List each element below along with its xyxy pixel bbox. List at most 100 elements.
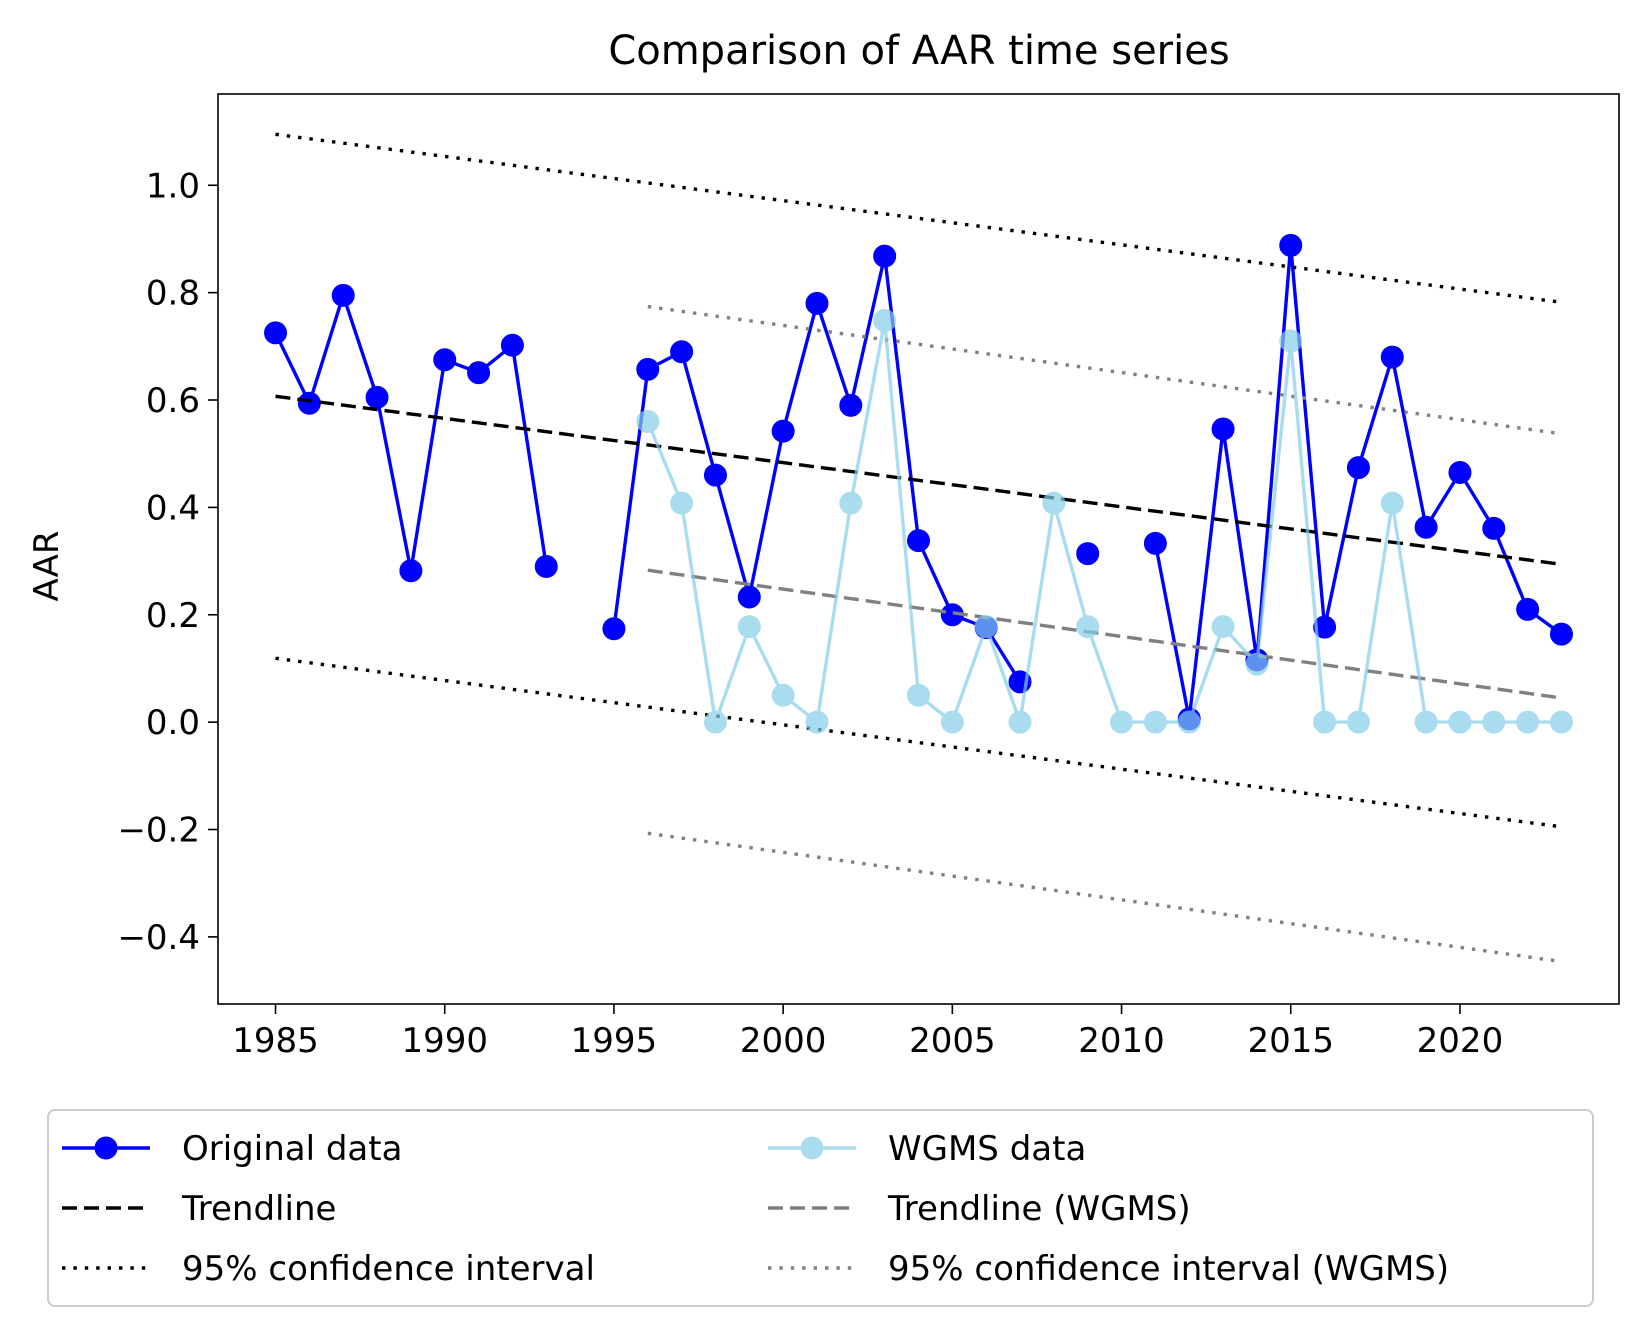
data-point: [636, 409, 660, 433]
legend-label: 95% confidence interval: [182, 1249, 595, 1289]
data-point: [602, 617, 626, 641]
data-point: [636, 357, 660, 381]
data-point: [1076, 542, 1100, 566]
data-point: [1549, 710, 1573, 734]
series-trendline: [275, 394, 1562, 566]
data-point: [433, 348, 457, 372]
y-tick-label: 0.2: [146, 596, 200, 636]
data-point: [1346, 710, 1370, 734]
data-point: [1448, 710, 1472, 734]
data-point: [1279, 233, 1303, 257]
data-point: [1313, 710, 1337, 734]
data-point: [771, 419, 795, 443]
legend-label: WGMS data: [888, 1129, 1086, 1169]
data-point: [1516, 710, 1540, 734]
data-point: [940, 710, 964, 734]
data-point: [737, 585, 761, 609]
data-point: [873, 309, 897, 333]
y-tick-label: 0.6: [146, 381, 200, 421]
series-95-confidence-interval: [275, 132, 1562, 304]
x-tick-label: 2010: [1078, 1021, 1165, 1061]
legend-marker: [800, 1136, 824, 1160]
data-point: [1414, 515, 1438, 539]
x-axis: 1985 1990 1995 2000 2005 2010 2015 2020: [232, 1004, 1503, 1061]
data-point: [1414, 710, 1438, 734]
data-point: [703, 463, 727, 487]
y-tick-label: 0.8: [146, 274, 200, 314]
data-point: [1143, 531, 1167, 555]
data-point: [1042, 491, 1066, 515]
data-point: [703, 710, 727, 734]
y-axis-label: AAR: [27, 530, 67, 601]
legend-label: Trendline (WGMS): [887, 1189, 1191, 1229]
chart-title: Comparison of AAR time series: [608, 28, 1229, 74]
legend: Original data WGMS data Trendline Trendline…: [47, 1109, 1594, 1307]
legend-item: [62, 1136, 150, 1160]
data-point: [365, 385, 389, 409]
series-wgms-data: [636, 309, 1573, 734]
data-point: [805, 710, 829, 734]
data-point: [907, 683, 930, 707]
plot-area: [264, 132, 1573, 964]
data-point: [264, 321, 288, 345]
data-point: [1008, 710, 1032, 734]
series-line: [646, 318, 1562, 724]
y-tick-label: 0.0: [146, 703, 200, 743]
y-tick-label: −0.2: [117, 811, 200, 851]
data-point: [1143, 710, 1167, 734]
data-point: [1549, 622, 1573, 646]
data-point: [805, 291, 829, 315]
data-point: [1110, 710, 1134, 734]
data-point: [1245, 652, 1269, 676]
data-point: [1346, 456, 1370, 480]
data-point: [399, 559, 423, 583]
y-tick-label: −0.4: [117, 918, 200, 958]
data-point: [331, 283, 355, 307]
data-point: [974, 615, 998, 639]
data-point: [534, 554, 558, 578]
confidence-line: [647, 304, 1562, 436]
data-point: [907, 529, 930, 553]
series-95-confidence-interval-wgms: [647, 304, 1562, 436]
x-tick-label: 2000: [740, 1021, 827, 1061]
data-point: [1448, 460, 1472, 484]
trendline: [275, 394, 1562, 566]
data-point: [500, 333, 524, 357]
legend-marker: [94, 1136, 118, 1160]
x-tick-label: 1995: [571, 1021, 658, 1061]
data-point: [737, 615, 761, 639]
data-point: [1279, 329, 1303, 353]
data-point: [873, 244, 897, 268]
x-tick-label: 2020: [1417, 1021, 1504, 1061]
data-point: [467, 361, 491, 385]
data-point: [670, 340, 694, 364]
x-tick-label: 1990: [401, 1021, 488, 1061]
confidence-line: [647, 831, 1562, 964]
legend-label: Original data: [182, 1129, 402, 1169]
data-point: [1211, 615, 1235, 639]
data-point: [1380, 491, 1404, 515]
y-tick-label: 0.4: [146, 488, 200, 528]
series-original-data: [264, 233, 1573, 731]
y-axis: −0.4 −0.2 0.0 0.2 0.4 0.6 0.8 1.0: [117, 166, 218, 958]
series-confidence-bound: [647, 831, 1562, 964]
data-point: [839, 393, 863, 417]
data-point: [1076, 615, 1100, 639]
x-tick-label: 1985: [232, 1021, 319, 1061]
x-tick-label: 2015: [1247, 1021, 1334, 1061]
data-point: [771, 683, 795, 707]
data-point: [1177, 710, 1201, 734]
data-point: [1211, 417, 1235, 441]
data-point: [1313, 615, 1337, 639]
legend-item: [768, 1136, 856, 1160]
data-point: [839, 491, 863, 515]
x-tick-label: 2005: [909, 1021, 996, 1061]
data-point: [1516, 597, 1540, 621]
data-point: [670, 491, 694, 515]
data-point: [1482, 710, 1506, 734]
data-point: [1380, 345, 1404, 369]
y-tick-label: 1.0: [146, 166, 200, 206]
legend-label: Trendline: [181, 1189, 336, 1229]
